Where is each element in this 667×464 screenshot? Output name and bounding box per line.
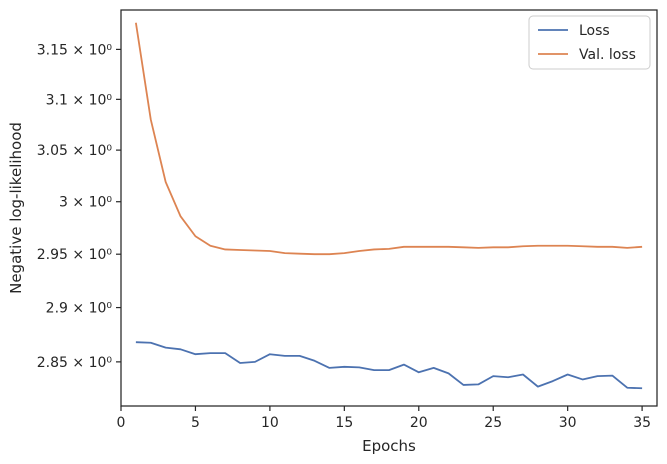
- y-tick-label: 2.95 × 10⁰: [37, 247, 113, 263]
- y-axis: 2.85 × 10⁰ 2.9 × 10⁰ 2.95 × 10⁰ 3 × 10⁰ 3.05…: [37, 42, 121, 371]
- x-tick-label: 5: [191, 415, 200, 431]
- y-tick-label: 2.85 × 10⁰: [37, 355, 113, 371]
- series-line-loss: [135, 341, 643, 390]
- x-tick-label: 35: [633, 415, 651, 431]
- x-tick-label: 25: [484, 415, 502, 431]
- x-axis-label: Epochs: [362, 437, 416, 455]
- y-tick-label: 3 × 10⁰: [59, 195, 112, 211]
- y-tick-label: 3.05 × 10⁰: [37, 143, 113, 159]
- x-tick-label: 20: [410, 415, 428, 431]
- legend-label-val-loss: Val. loss: [579, 47, 636, 63]
- series-lines: [135, 22, 643, 390]
- x-tick-label: 10: [261, 415, 279, 431]
- series-line-val-loss: [135, 22, 643, 256]
- legend: Loss Val. loss: [528, 15, 651, 70]
- y-tick-label: 3.1 × 10⁰: [46, 92, 113, 108]
- legend-label-loss: Loss: [579, 23, 610, 39]
- y-tick-label: 3.15 × 10⁰: [37, 42, 113, 58]
- x-tick-label: 30: [559, 415, 577, 431]
- y-axis-label: Negative log-likelihood: [7, 122, 25, 294]
- y-tick-label: 2.9 × 10⁰: [46, 301, 113, 317]
- x-axis: 0 5 10 15 20 25 30 35: [117, 406, 651, 431]
- plot-frame: [120, 9, 658, 407]
- x-tick-label: 15: [335, 415, 353, 431]
- x-tick-label: 0: [117, 415, 126, 431]
